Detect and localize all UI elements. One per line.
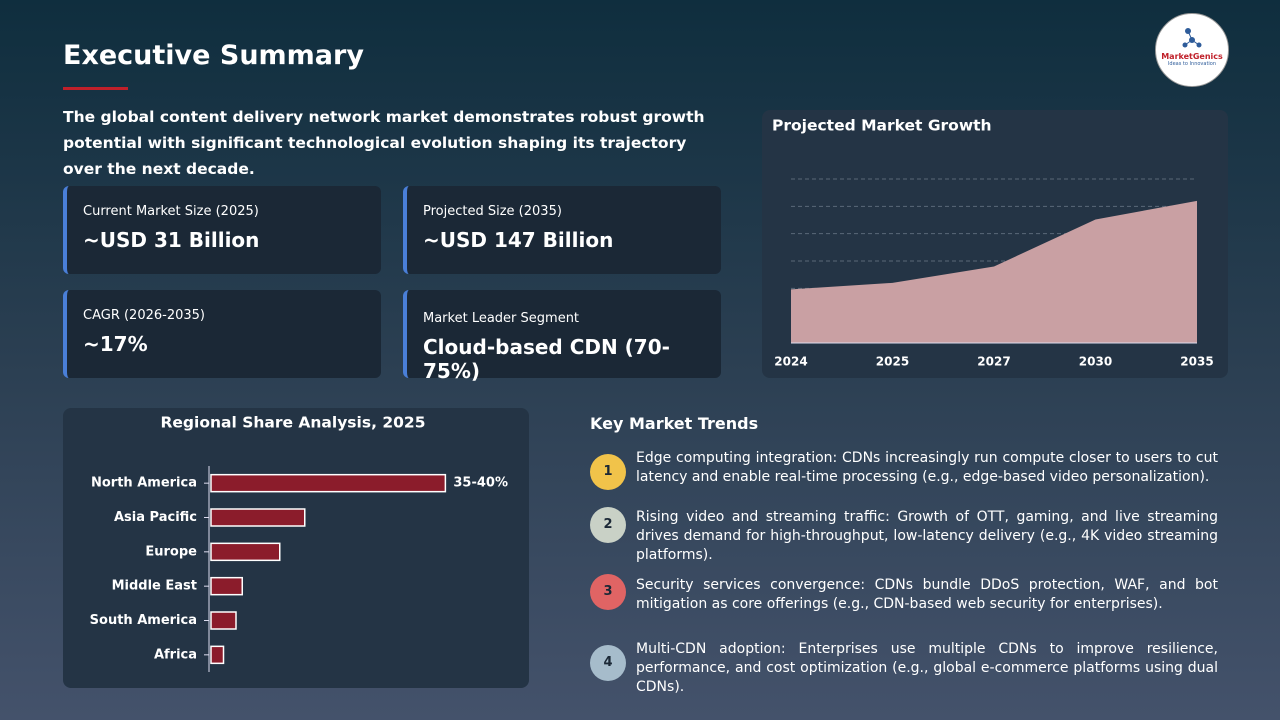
y-tick-label: Europe (145, 544, 197, 559)
bar (210, 508, 306, 527)
logo-tagline: Ideas to Innovation (1167, 61, 1217, 67)
trend-number: 3 (590, 574, 626, 610)
bar (210, 645, 225, 665)
trend-text: Rising video and streaming traffic: Grow… (636, 509, 1218, 563)
chart-title: Regional Share Analysis, 2025 (160, 414, 425, 432)
kpi-label: CAGR (2026-2035) (83, 308, 205, 323)
y-tick-label: Asia Pacific (114, 510, 197, 525)
kpi-value: ~17% (83, 332, 148, 356)
bar (210, 473, 447, 493)
kpi-card: CAGR (2026-2035) ~17% (63, 290, 381, 378)
kpi-card: Market Leader Segment Cloud-based CDN (70… (403, 290, 721, 383)
bar (210, 542, 281, 562)
kpi-value: ~USD 31 Billion (83, 228, 260, 252)
kpi-label: Current Market Size (2025) (83, 204, 259, 219)
trend-text: Security services convergence: CDNs bund… (636, 577, 1218, 612)
logo-icon (1182, 28, 1202, 48)
bar (210, 611, 237, 630)
bar-chart-panel (63, 408, 529, 688)
x-tick-label: 2035 (1180, 355, 1213, 369)
x-tick-label: 2030 (1079, 355, 1112, 369)
y-tick-label: South America (90, 613, 197, 628)
kpi-label: Market Leader Segment (423, 311, 580, 326)
kpi-value: Cloud-based CDN (70-75%) (423, 335, 670, 383)
subtitle: The global content delivery network mark… (63, 108, 705, 178)
kpi-card: Current Market Size (2025) ~USD 31 Billio… (63, 186, 381, 274)
chart-title: Projected Market Growth (772, 117, 992, 135)
kpi-label: Projected Size (2035) (423, 204, 562, 219)
y-tick-label: Africa (154, 647, 197, 662)
bar (210, 576, 243, 596)
trend-number: 1 (590, 454, 626, 490)
y-tick-label: North America (91, 476, 197, 491)
trend-number: 4 (590, 645, 626, 681)
kpi-value: ~USD 147 Billion (423, 228, 614, 252)
logo-name: MarketGenics (1161, 52, 1223, 61)
area (791, 200, 1197, 343)
y-tick-label: Middle East (112, 579, 197, 594)
logo: MarketGenics Ideas to Innovation (1155, 13, 1229, 87)
trends-title: Key Market Trends (590, 414, 759, 433)
trend-text: Multi-CDN adoption: Enterprises use mult… (636, 641, 1218, 695)
trend-text: Edge computing integration: CDNs increas… (636, 450, 1218, 485)
title-underline (63, 87, 128, 90)
x-tick-label: 2027 (977, 355, 1010, 369)
value-label: 35-40% (453, 476, 508, 491)
kpi-card: Projected Size (2035) ~USD 147 Billion (403, 186, 721, 274)
x-tick-label: 2024 (774, 355, 807, 369)
page-title: Executive Summary (63, 40, 364, 71)
trend-number: 2 (590, 507, 626, 543)
x-tick-label: 2025 (876, 355, 909, 369)
